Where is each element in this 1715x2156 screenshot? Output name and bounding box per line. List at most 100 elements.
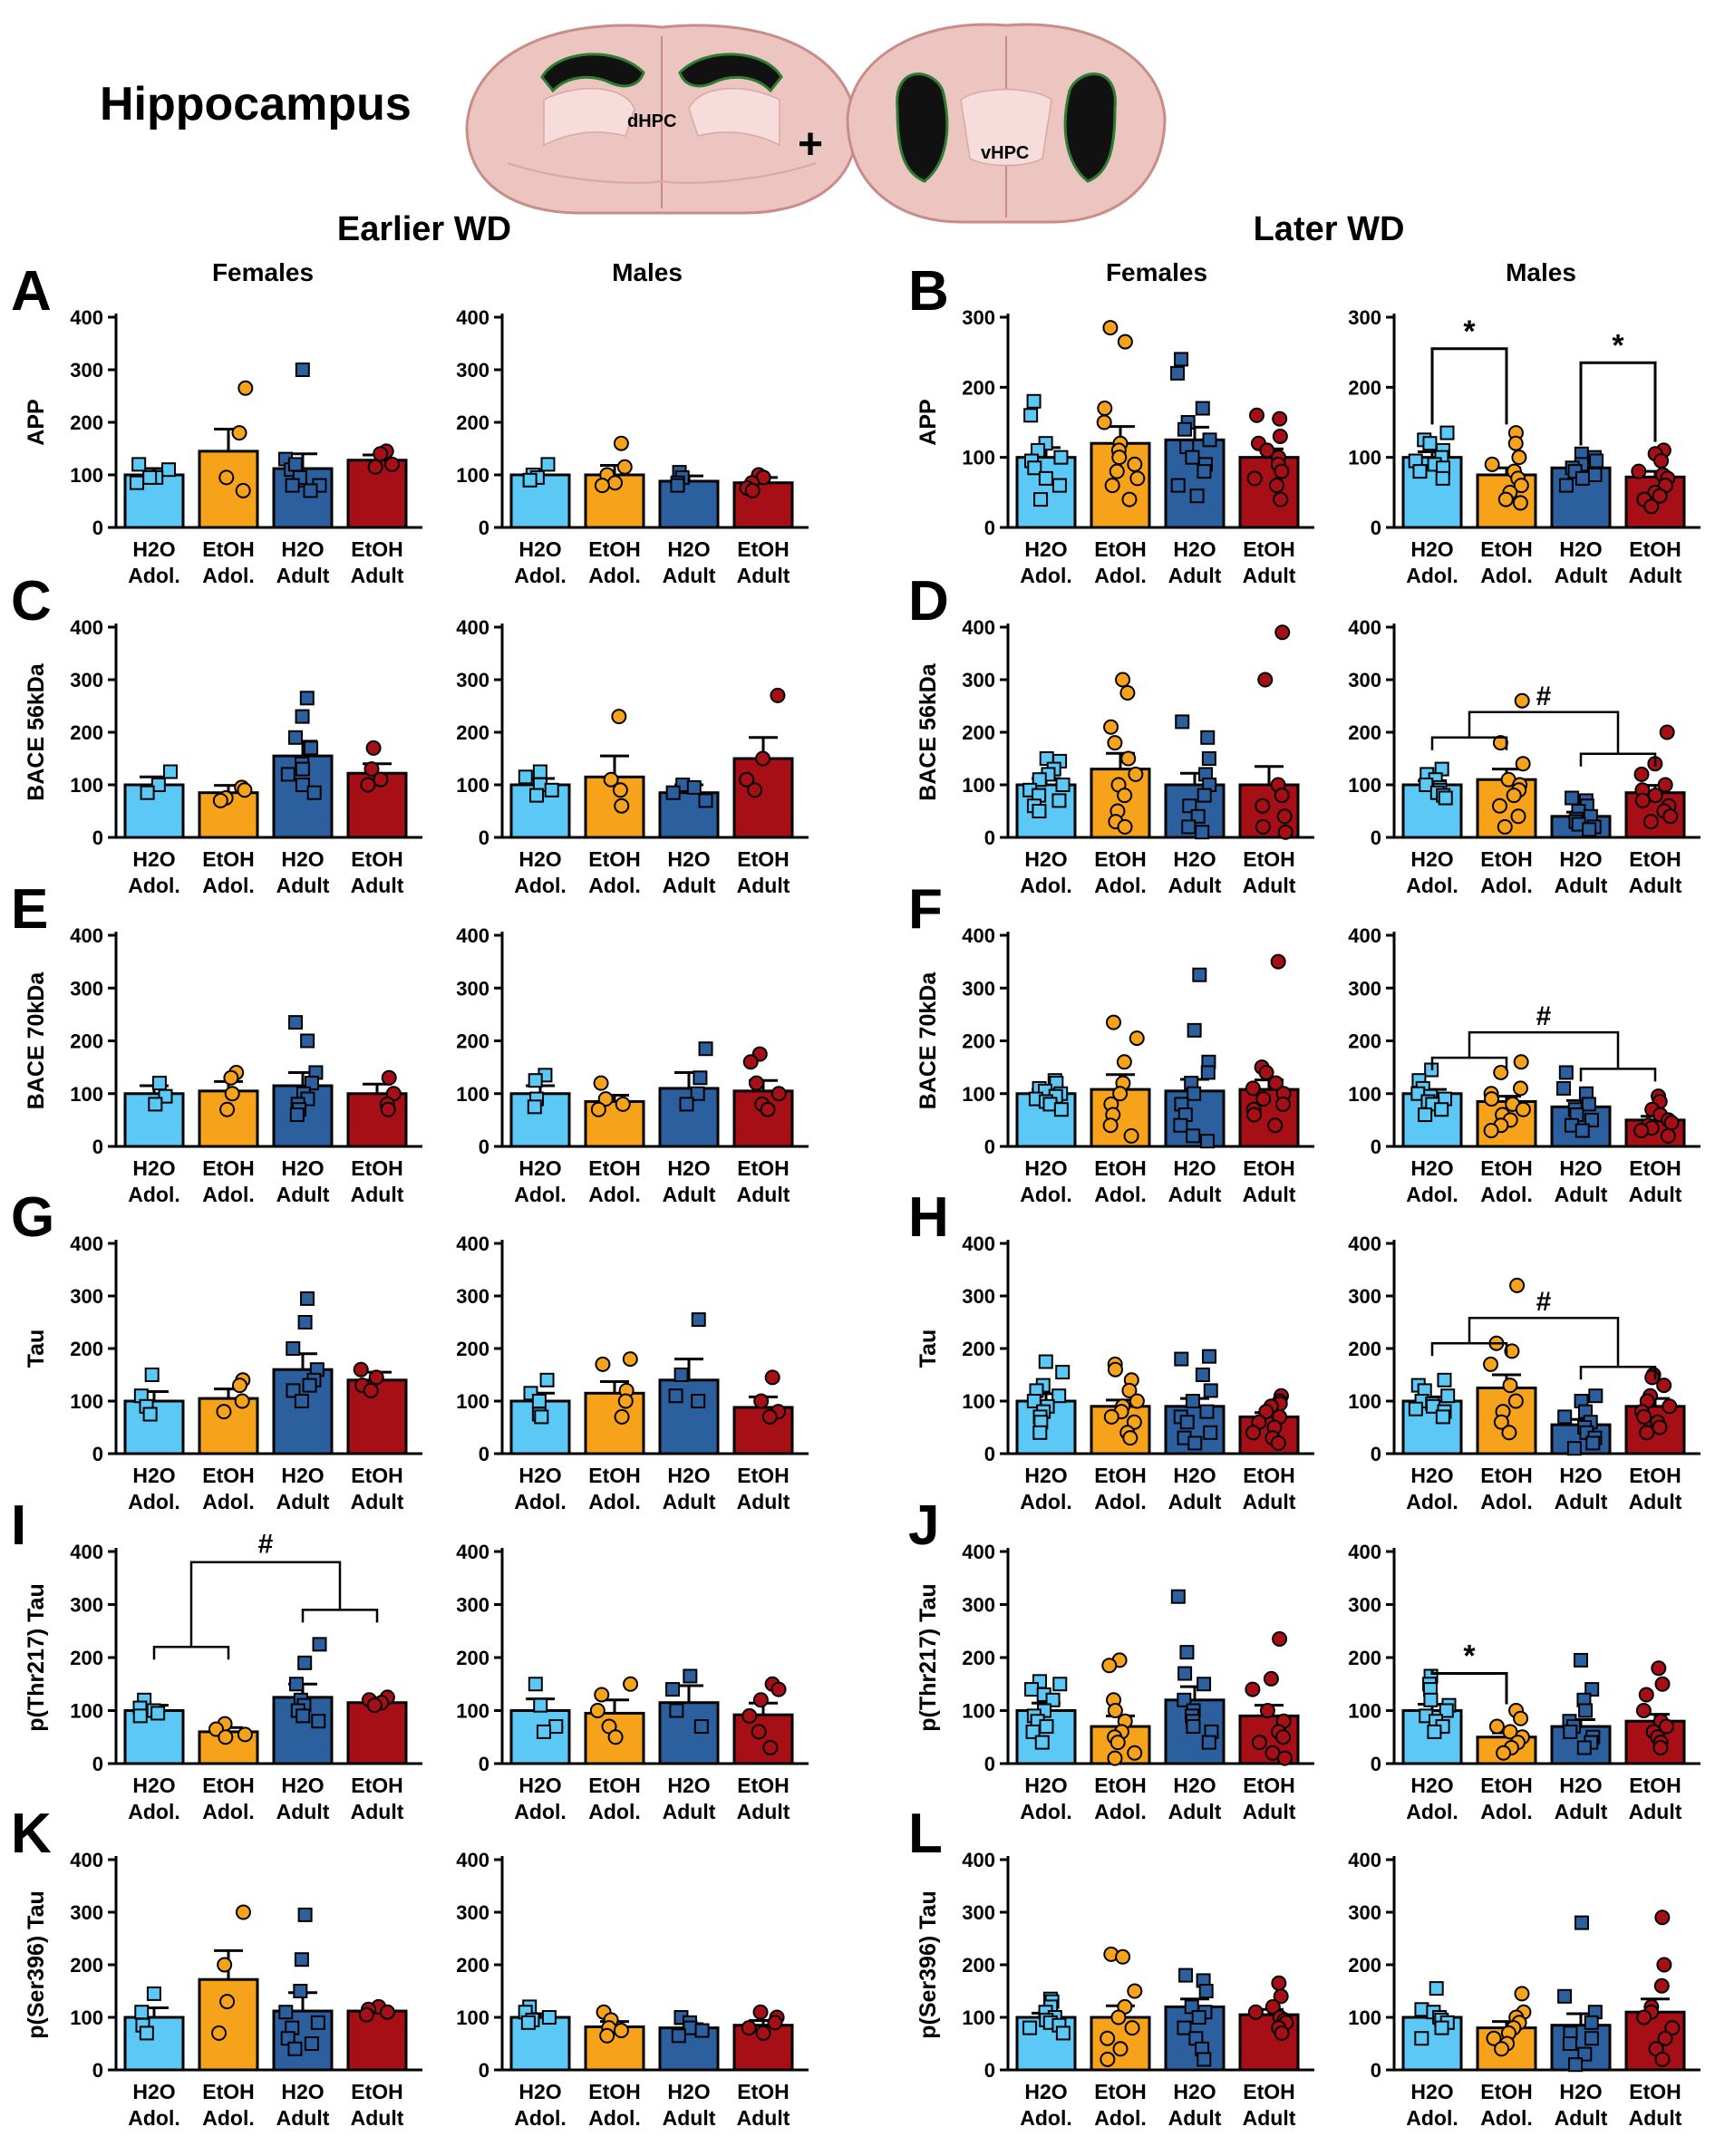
bar <box>509 2016 571 2072</box>
y-tick-label: 0 <box>92 827 103 849</box>
data-point <box>295 778 310 792</box>
data-point <box>1026 393 1042 409</box>
data-point <box>1271 1975 1287 1991</box>
data-point <box>1272 411 1288 427</box>
y-tick-label: 300 <box>70 1901 103 1924</box>
data-point <box>1247 2004 1264 2020</box>
y-tick-label: 300 <box>1348 306 1381 329</box>
x-tick-label: Adult <box>737 564 790 587</box>
data-point <box>1513 478 1529 494</box>
data-point <box>150 778 166 792</box>
x-tick-label: EtOH <box>351 537 403 561</box>
x-tick-label: Adol. <box>1480 1183 1533 1206</box>
data-point <box>293 1984 308 1998</box>
data-point <box>599 2027 615 2044</box>
data-point <box>1576 1740 1592 1755</box>
data-point <box>1557 1409 1573 1425</box>
data-point <box>1276 808 1293 825</box>
panel-letter-f: F <box>908 878 943 941</box>
subplot-a-males: 0 100 200 300 400 H2O Adol. EtOH Adol. H2O Adult Et… <box>456 306 809 587</box>
y-axis-label: BACE 70kDa <box>24 972 49 1110</box>
y-tick-label: 0 <box>1371 1136 1381 1158</box>
subplot-g-males: 0 100 200 300 400 H2O Adol. EtOH Adol. H2O Adult Et… <box>456 1233 809 1513</box>
y-tick-label: 0 <box>1371 827 1381 849</box>
x-tick-label: H2O <box>132 847 175 871</box>
data-point <box>1127 1983 1143 1999</box>
subplot-h-females: 0 100 200 300 400 H2O Adol. EtOH Adol. H2O Adult Et… <box>962 1233 1314 1513</box>
x-tick-label: Adol. <box>588 1183 641 1206</box>
y-tick-label: 100 <box>1348 774 1381 797</box>
significance-bracket <box>1579 752 1657 767</box>
x-tick-label: EtOH <box>202 1464 255 1487</box>
data-point <box>1494 2041 1510 2057</box>
y-tick-label: 0 <box>92 2059 103 2082</box>
x-tick-label: H2O <box>667 2080 710 2103</box>
data-point <box>1195 401 1210 416</box>
data-point <box>1245 1681 1261 1697</box>
x-tick-label: Adol. <box>1480 2106 1533 2130</box>
x-tick-label: EtOH <box>351 1156 403 1180</box>
data-point <box>1496 1745 1512 1761</box>
data-point <box>594 478 610 494</box>
data-point <box>219 1994 236 2010</box>
data-point <box>1105 1014 1121 1030</box>
data-point <box>1257 672 1274 688</box>
x-tick-label: Adol. <box>588 564 641 587</box>
data-point <box>297 1907 313 1922</box>
y-tick-label: 200 <box>70 1338 103 1360</box>
y-tick-label: 300 <box>456 669 489 691</box>
data-point <box>1181 819 1197 835</box>
y-tick-label: 400 <box>456 1849 489 1871</box>
x-tick-label: Adol. <box>1406 874 1458 897</box>
data-point <box>612 782 628 798</box>
data-point <box>235 482 251 498</box>
data-point <box>217 1957 233 1973</box>
data-point <box>1483 1123 1499 1139</box>
x-tick-label: EtOH <box>588 537 641 561</box>
x-tick-label: Adult <box>737 1183 790 1206</box>
data-point <box>1109 463 1125 479</box>
x-tick-label: Adult <box>737 874 790 897</box>
data-point <box>1439 425 1455 440</box>
data-point <box>1414 2002 1429 2017</box>
subplot-a-females: 0 100 200 300 400 H2O Adol. EtOH Adol. H2O Adult Et… <box>70 306 422 587</box>
x-tick-label: Adult <box>1243 1183 1296 1206</box>
data-point <box>522 472 538 488</box>
subplot-e-females: 0 100 200 300 400 H2O Adol. EtOH Adol. H2O Adult Et… <box>70 924 422 1206</box>
data-point <box>1100 2030 1116 2046</box>
y-tick-label: 0 <box>1371 2059 1381 2082</box>
data-point <box>528 1677 543 1692</box>
subplot-d-males: 0 100 200 300 400 H2O Adol. EtOH Adol. H2O Adult Et… <box>1348 616 1700 897</box>
data-point <box>1116 1054 1132 1070</box>
data-point <box>295 709 310 724</box>
x-tick-label: Adult <box>1555 1183 1608 1206</box>
data-point <box>623 1676 639 1692</box>
x-tick-label: Adult <box>1168 1183 1222 1206</box>
x-tick-label: Adol. <box>1406 1800 1458 1823</box>
data-point <box>219 1101 236 1117</box>
data-point <box>607 475 624 491</box>
data-point <box>603 771 619 788</box>
data-point <box>1511 450 1527 466</box>
bar <box>272 1696 334 1765</box>
data-point <box>1556 1080 1572 1096</box>
data-point <box>747 782 763 798</box>
data-point <box>1643 498 1660 515</box>
data-point <box>665 1682 681 1697</box>
data-point <box>1427 1724 1442 1739</box>
y-tick-label: 0 <box>1371 517 1381 539</box>
x-tick-label: Adol. <box>202 1800 255 1823</box>
data-point <box>287 457 303 472</box>
data-point <box>1270 1435 1286 1451</box>
data-point <box>1437 1372 1452 1387</box>
data-point <box>741 1707 758 1724</box>
data-point <box>1563 1724 1578 1739</box>
x-tick-label: EtOH <box>1094 847 1147 871</box>
data-point <box>1515 1101 1531 1117</box>
subplot-e-males: 0 100 200 300 400 H2O Adol. EtOH Adol. H2O Adult Et… <box>456 924 809 1206</box>
x-tick-label: Adol. <box>202 1490 255 1513</box>
panel-letter-d: D <box>908 570 949 633</box>
data-point <box>1174 352 1189 367</box>
data-point <box>755 2025 771 2041</box>
subplot-c-males: 0 100 200 300 400 H2O Adol. EtOH Adol. H2O Adult Et… <box>456 616 809 897</box>
